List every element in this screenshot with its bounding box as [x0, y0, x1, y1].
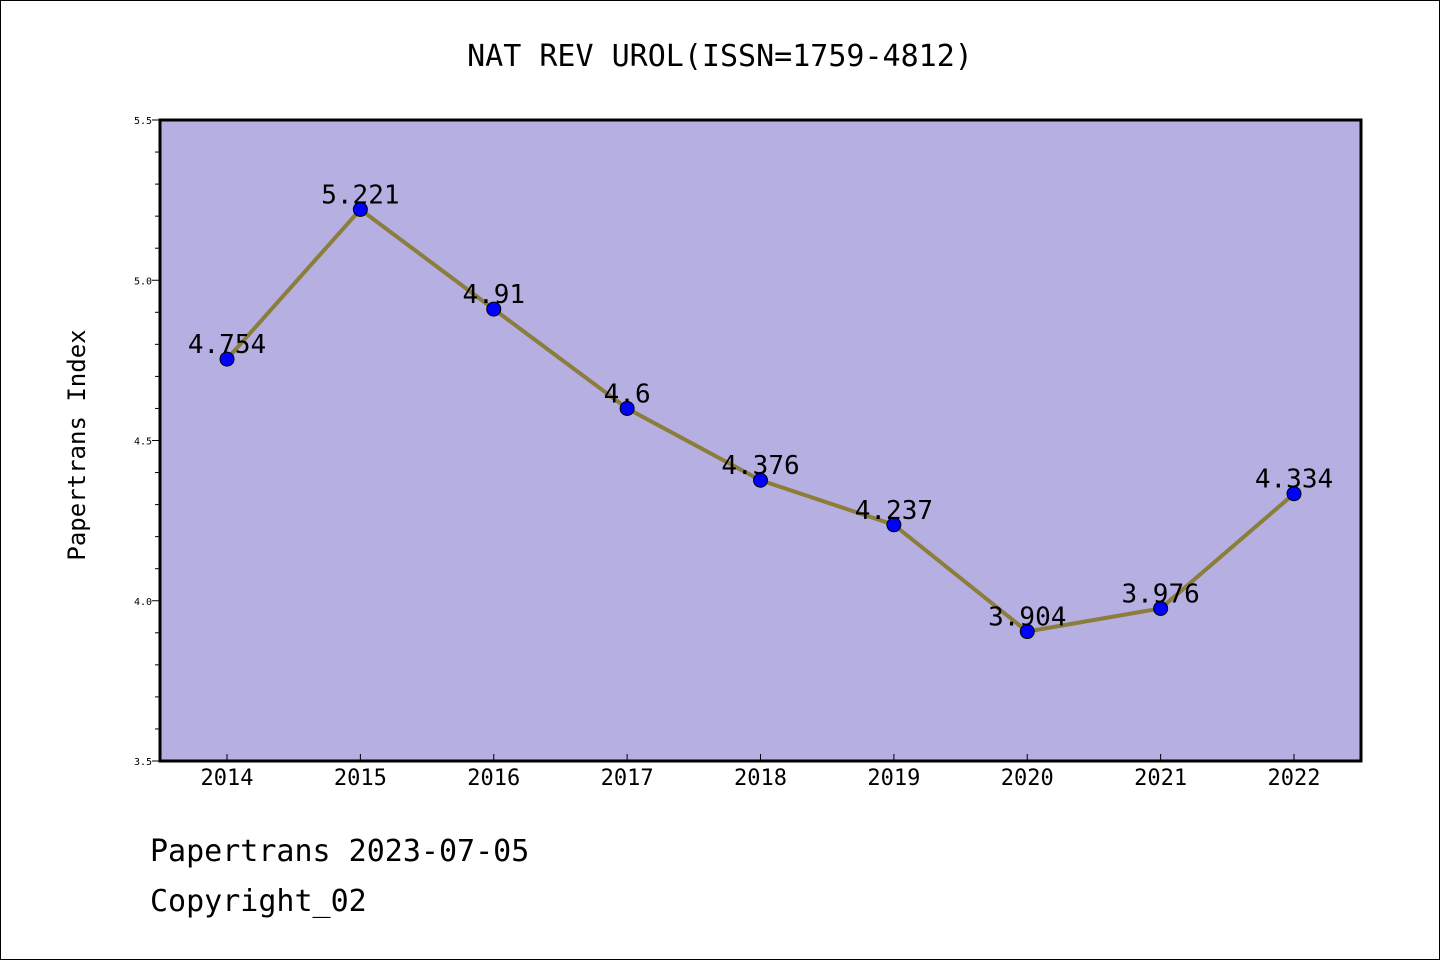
data-value-label: 4.754: [188, 330, 266, 360]
x-tick-label: 2019: [867, 766, 920, 791]
x-tick-label: 2014: [201, 766, 254, 791]
data-point-marker: [219, 351, 235, 367]
x-tick-label: 2020: [1001, 766, 1054, 791]
plot-border: [158, 118, 1363, 763]
y-axis-ticks: 3.5 4.0 4.5 5.0 5.5: [134, 116, 160, 768]
data-value-label: 4.6: [604, 379, 651, 409]
data-value-label: 3.976: [1121, 579, 1199, 609]
x-tick-label: 2016: [467, 766, 520, 791]
data-point-marker: [1153, 600, 1169, 616]
x-axis-ticks: 2014 2015 2016 2017 2018 2019 2020 2021 2022: [201, 754, 1321, 791]
data-point-marker: [1019, 624, 1035, 640]
footer-date-line: Papertrans 2023-07-05: [150, 834, 530, 869]
data-value-label: 3.904: [988, 603, 1066, 633]
data-point-marker: [753, 472, 768, 488]
footer-copyright-line: Copyright_02: [150, 884, 367, 919]
data-value-label: 4.334: [1255, 465, 1333, 495]
data-point-marker: [1286, 486, 1302, 502]
chart-title: NAT REV UROL(ISSN=1759-4812): [467, 39, 973, 74]
data-point-marker: [886, 517, 902, 533]
data-labels: 4.754 5.221 4.91 4.6 4.376 4.237 3.904 3.976 4.3…: [188, 180, 1333, 632]
data-point-marker: [619, 400, 635, 416]
x-tick-label: 2022: [1268, 766, 1321, 791]
y-tick-label: 4.0: [134, 597, 152, 608]
y-tick-label: 4.5: [134, 437, 152, 448]
data-value-label: 4.237: [855, 496, 933, 526]
data-markers: [219, 201, 1302, 640]
y-tick-label: 5.5: [134, 116, 152, 127]
data-point-marker: [486, 301, 502, 317]
y-tick-label: 3.5: [134, 757, 152, 768]
data-value-label: 4.91: [462, 280, 525, 310]
x-tick-label: 2017: [601, 766, 654, 791]
x-tick-label: 2015: [334, 766, 387, 791]
data-value-label: 5.221: [321, 180, 399, 210]
data-value-label: 4.376: [721, 451, 799, 481]
y-axis-label: Papertrans Index: [63, 329, 91, 560]
x-tick-label: 2018: [734, 766, 787, 791]
x-tick-label: 2021: [1134, 766, 1187, 791]
y-tick-label: 5.0: [134, 276, 152, 287]
plot-area: [160, 120, 1361, 761]
data-point-marker: [352, 201, 368, 217]
